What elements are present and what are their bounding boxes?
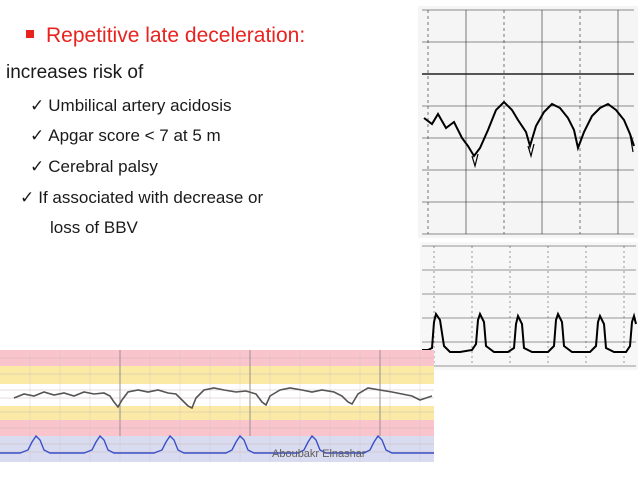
ctg-uterine-contraction-strip (420, 242, 638, 370)
bullet-item-cerebral-palsy: ✓ Cerebral palsy (30, 157, 158, 177)
ctg-color-tracing (0, 350, 434, 462)
bullet-text: Umbilical artery acidosis (48, 96, 232, 115)
slide-title-text: Repetitive late deceleration: (46, 24, 306, 47)
slide-title: Repetitive late deceleration: (26, 24, 305, 48)
bullet-text: Cerebral palsy (48, 157, 158, 176)
checkmark-icon: ✓ (20, 188, 35, 207)
bullet-text: Apgar score < 7 at 5 m (48, 126, 221, 145)
checkmark-icon: ✓ (30, 126, 45, 145)
bullet-item-apgar: ✓ Apgar score < 7 at 5 m (30, 126, 221, 146)
bullet-item-bbv-continued: loss of BBV (50, 218, 138, 237)
bullet-item-umbilical: ✓ Umbilical artery acidosis (30, 96, 232, 116)
intro-text: increases risk of (6, 62, 144, 83)
ctg-fetal-heart-rate-strip (418, 6, 638, 238)
bullet-item-bbv: ✓ If associated with decrease or (20, 188, 263, 208)
checkmark-icon: ✓ (30, 157, 45, 176)
author-footer: Aboubakr Elnashar (272, 448, 366, 460)
uterine-contraction-trace-icon (420, 242, 638, 370)
bullet-text: If associated with decrease or (38, 188, 264, 207)
checkmark-icon: ✓ (30, 96, 45, 115)
cardiotocography-trace-icon (0, 350, 434, 462)
square-bullet-icon (26, 30, 34, 39)
fetal-heart-rate-trace-icon (418, 6, 638, 238)
